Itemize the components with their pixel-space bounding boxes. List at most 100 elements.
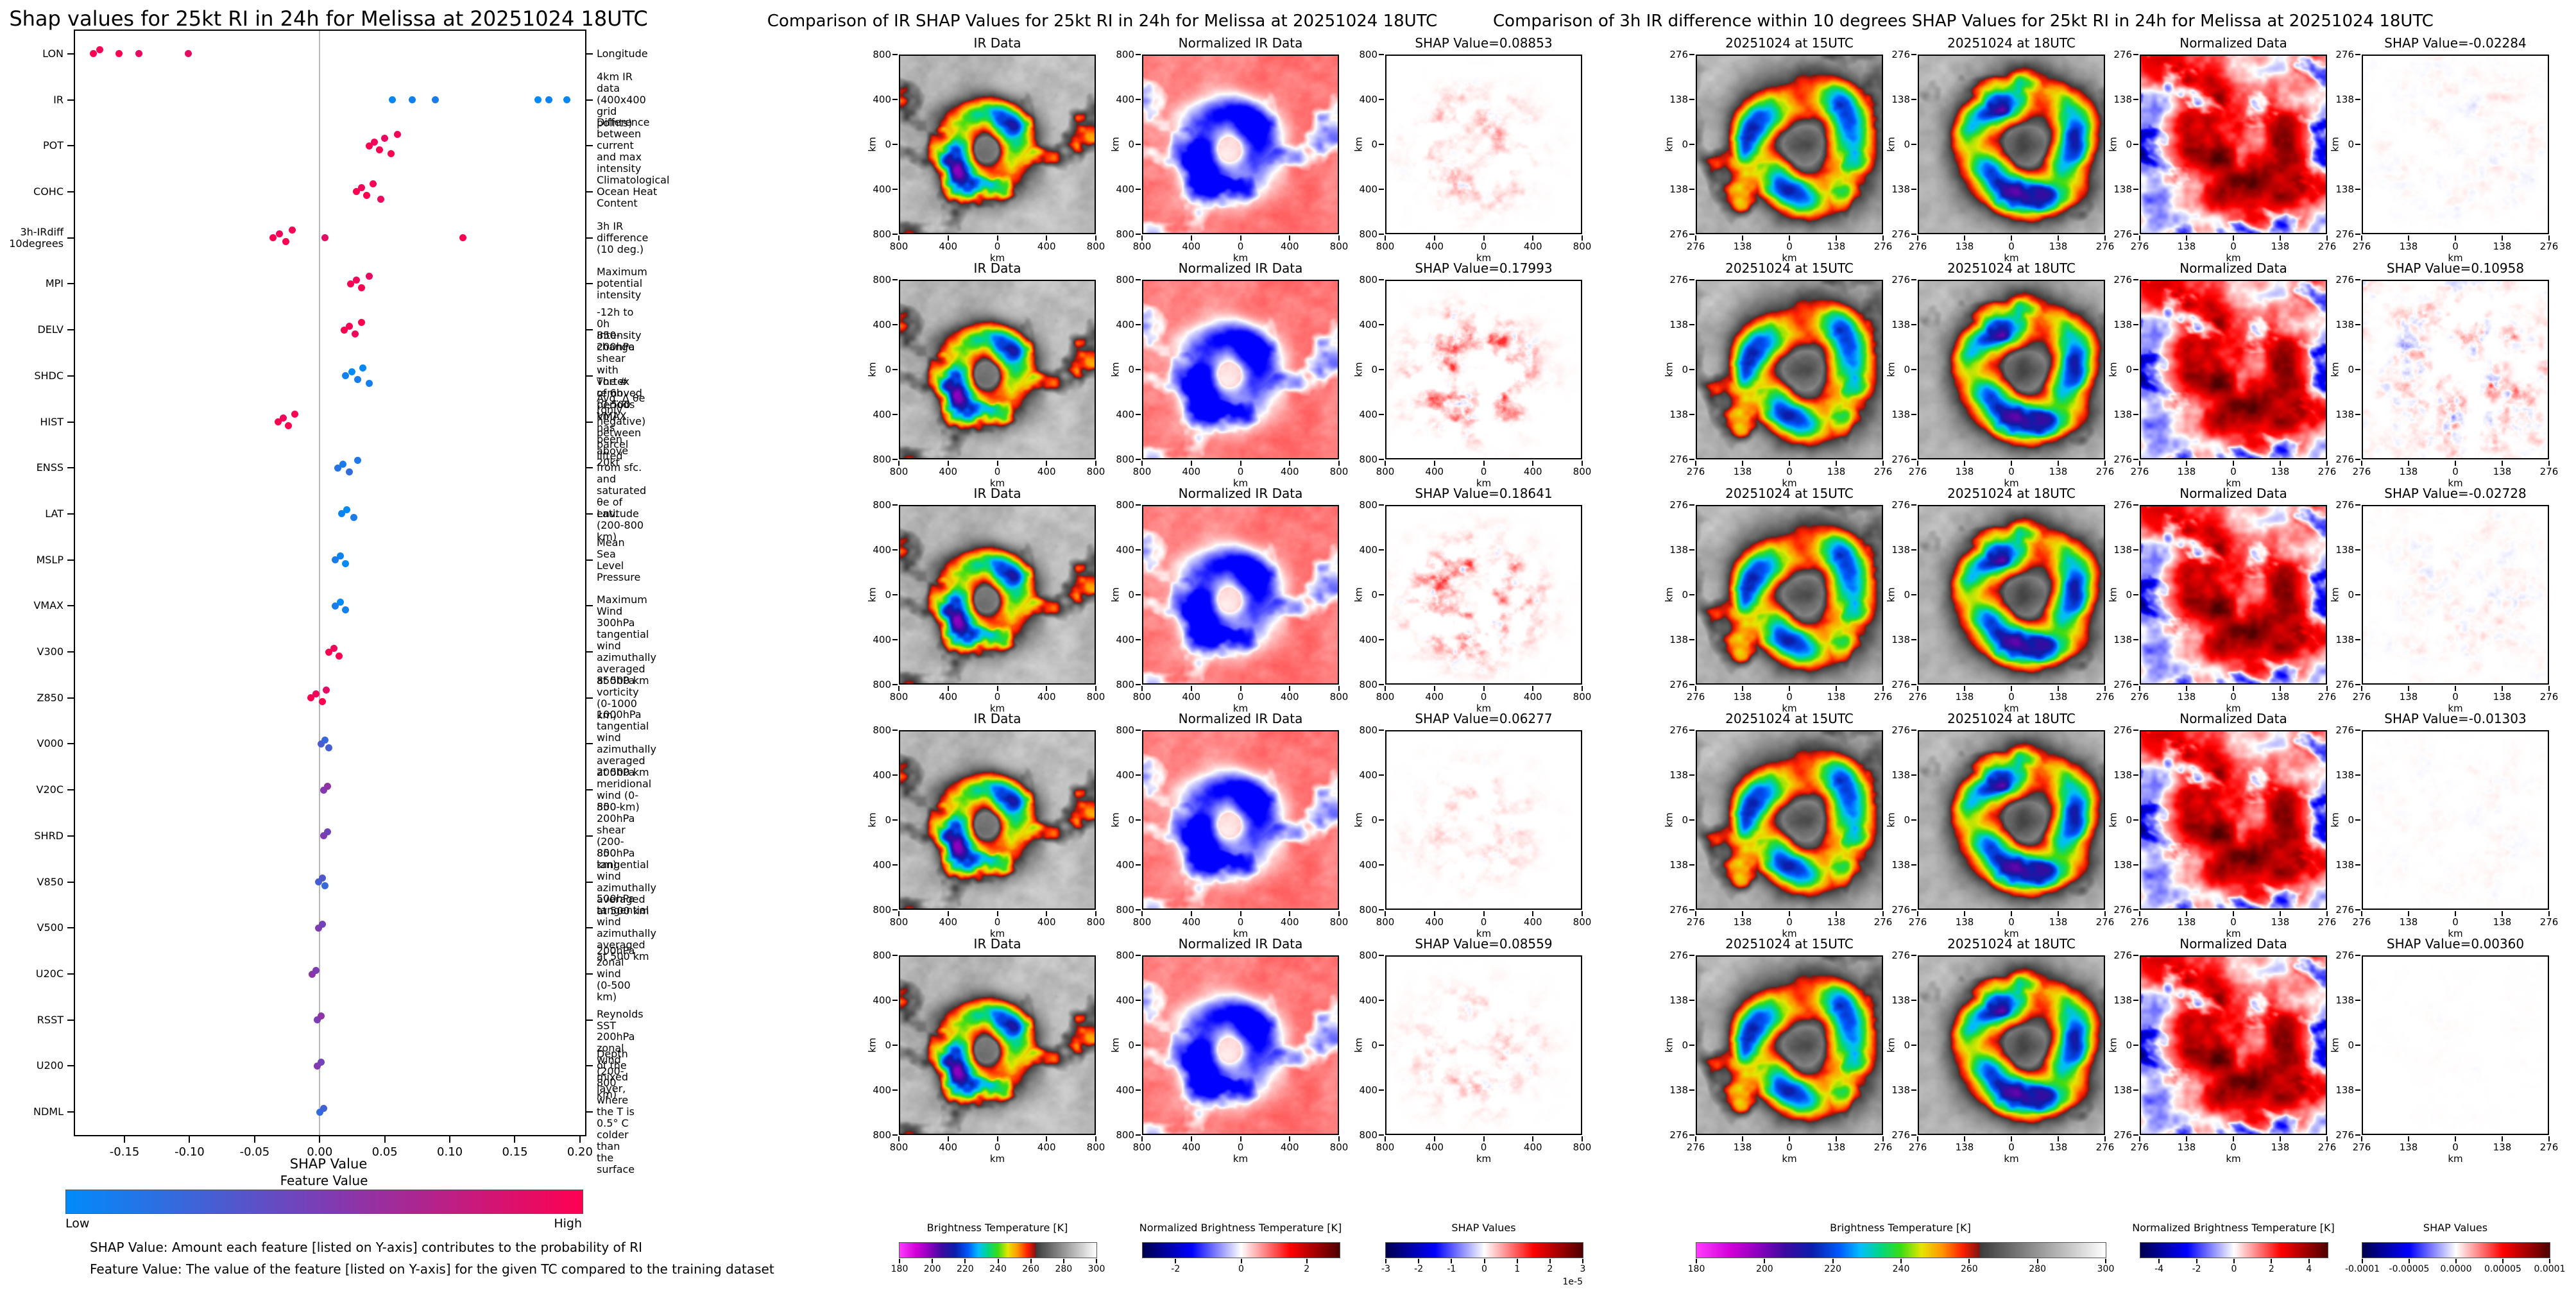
shap-point (357, 318, 365, 326)
y-axis-tick (1379, 369, 1384, 370)
y-axis-tick-label: 138 (2335, 634, 2354, 645)
y-axis-tick (1379, 99, 1384, 100)
feature-description: Climatological Ocean Heat Content (597, 173, 670, 209)
y-axis-tick-label: 800 (873, 228, 891, 240)
x-axis-tick (2548, 235, 2550, 241)
subplot-frame (2362, 730, 2549, 910)
subplot-title: Normalized Data (2179, 260, 2287, 276)
y-axis-tick (1136, 54, 1141, 55)
x-axis-tick (2233, 235, 2234, 241)
x-axis-tick (1582, 1136, 1583, 1141)
y-axis-tick (2355, 594, 2360, 595)
shap-point (321, 234, 328, 242)
y-axis-tick (892, 909, 898, 910)
x-axis-tick (2280, 461, 2281, 466)
x-axis-tick-label: 400 (1037, 241, 1056, 252)
y-axis-tick (1379, 955, 1384, 956)
x-axis-tick-label: 800 (889, 1141, 908, 1153)
feature-tick-label: V850 (37, 875, 64, 888)
y-axis-tick (1911, 684, 1916, 685)
x-axis-tick (1917, 1136, 1918, 1141)
x-axis-tick (2186, 461, 2187, 466)
y-axis-tick (892, 1000, 898, 1001)
y-axis-tick (892, 1134, 898, 1136)
x-axis-tick (449, 1136, 451, 1143)
x-axis-tick (1695, 235, 1696, 241)
y-axis-tick-label: 400 (1116, 409, 1134, 420)
y-axis-tick (1379, 1000, 1384, 1001)
y-axis-tick-label: 276 (1669, 904, 1688, 916)
y-axis-tick (586, 1065, 593, 1067)
y-axis-tick-label: 276 (1891, 679, 1910, 690)
shap-point (432, 96, 439, 104)
colorbar: -4 -2 0 2 4 (2140, 1242, 2328, 1274)
x-axis-tick (2104, 911, 2106, 916)
y-axis-tick (2133, 955, 2138, 956)
y-axis-tick (1379, 1045, 1384, 1046)
y-axis-tick-label: 276 (2113, 454, 2132, 465)
y-axis-tick-label: 0 (1128, 139, 1134, 150)
y-axis-tick (2133, 459, 2138, 460)
y-axis-tick-label: 800 (1116, 274, 1134, 286)
x-axis-tick-label: 0 (1480, 916, 1487, 928)
y-axis-tick (586, 835, 593, 837)
y-axis-tick (586, 375, 593, 377)
x-axis-tick-label: 138 (1827, 691, 1846, 703)
x-axis-tick (2326, 235, 2328, 241)
feature-description: 850-200hPa shear with vortex removed (0-… (597, 329, 642, 422)
x-axis-unit-label: km (2226, 477, 2241, 489)
x-axis-tick (1433, 911, 1435, 916)
x-axis-tick-label: 400 (1425, 241, 1444, 252)
x-axis-unit-label: km (1782, 477, 1797, 489)
x-axis-tick (996, 461, 998, 466)
y-axis-tick-label: 138 (2335, 409, 2354, 420)
x-axis-tick-label: 138 (2493, 691, 2512, 703)
x-axis-tick-label: 276 (2352, 1141, 2371, 1153)
y-axis-tick (2133, 54, 2138, 55)
shap-point (320, 1104, 327, 1112)
x-axis-tick (2326, 461, 2328, 466)
y-axis-tick (2355, 324, 2360, 325)
subplot-r5-c2: 20251024 at 18UTC 276 276 138 138 0 0 138 138 276… (1885, 936, 2114, 1165)
x-axis-tick (1240, 235, 1241, 241)
y-axis-tick (892, 730, 898, 731)
y-axis-tick-label: 0 (1904, 364, 1910, 375)
y-axis-tick (67, 927, 74, 929)
y-axis-tick-label: 276 (2335, 228, 2354, 240)
x-axis-tick-label: 0 (1786, 241, 1793, 252)
x-axis-tick-label: 800 (1132, 241, 1152, 252)
subplot-title: SHAP Value=0.08853 (1415, 35, 1553, 51)
feature-description: Reynolds SST (597, 1007, 644, 1032)
y-axis-tick (1911, 414, 1916, 415)
x-axis-tick (2011, 1136, 2012, 1141)
y-axis-tick (67, 1111, 74, 1113)
y-axis-tick (2355, 819, 2360, 821)
y-axis-tick-label: 800 (1359, 1129, 1378, 1141)
y-axis-tick-label: 276 (1669, 454, 1688, 465)
x-axis-tick (1433, 1136, 1435, 1141)
feature-description: -12h to 0h Intensity change (597, 306, 642, 354)
x-axis-tick (1483, 461, 1485, 466)
feature-value-colorbar (65, 1190, 583, 1214)
x-axis-tick-label: 138 (1827, 466, 1846, 477)
x-axis-tick (2058, 1136, 2059, 1141)
subplot-frame (1918, 280, 2105, 459)
x-axis-tick (2455, 461, 2456, 466)
x-axis-unit-label: km (2004, 703, 2019, 714)
x-axis-tick-label: 0 (2452, 1141, 2459, 1153)
y-axis-tick (1689, 909, 1694, 910)
subplot-r4-c3: SHAP Value=0.06277 800 800 400 400 0 0 400 400 80… (1352, 711, 1591, 939)
x-axis-tick (1695, 461, 1696, 466)
x-axis-tick (1582, 911, 1583, 916)
x-axis-tick (1141, 461, 1143, 466)
x-axis-tick-label: 138 (2177, 241, 2196, 252)
y-axis-tick (2133, 324, 2138, 325)
colorbar: -2 0 2 (1142, 1242, 1340, 1274)
satellite-image (1919, 281, 2104, 458)
subplot-r2-c2: 20251024 at 18UTC 276 276 138 138 0 0 138 138 276… (1885, 260, 2114, 489)
shap-point (332, 602, 339, 610)
y-axis-tick (2355, 369, 2360, 370)
y-axis-tick (1911, 369, 1916, 370)
x-axis-tick-label: 800 (1573, 241, 1592, 252)
y-axis-tick-label: 276 (2113, 679, 2132, 690)
